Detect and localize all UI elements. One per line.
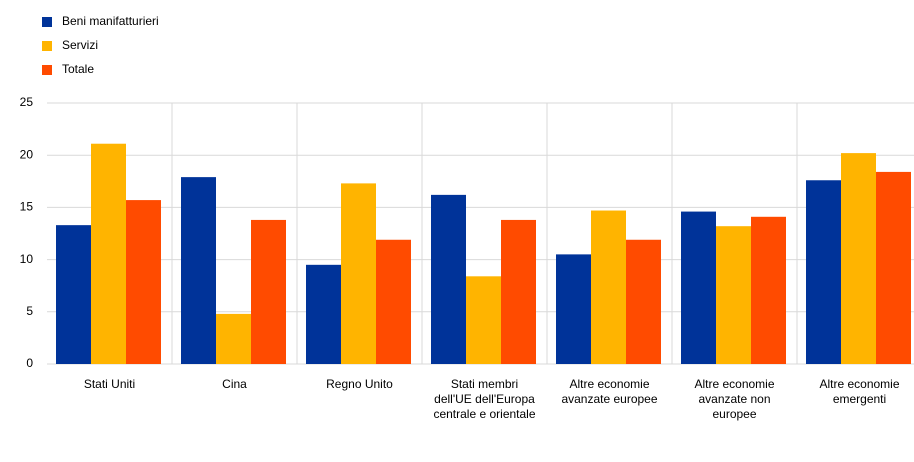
bar — [556, 254, 591, 364]
x-tick-label: Regno Unito — [326, 377, 393, 391]
x-tick-label: Stati Uniti — [83, 377, 136, 391]
y-tick-label: 25 — [20, 95, 34, 109]
bar — [626, 239, 661, 364]
x-tick-label: Altre economie avanzate non europee — [694, 377, 775, 421]
y-tick-label: 10 — [20, 252, 34, 266]
bar — [306, 264, 341, 364]
x-tick-label: Altre economie avanzate europee — [561, 377, 658, 406]
legend-swatch — [42, 65, 52, 75]
bar — [126, 200, 161, 364]
bar — [431, 194, 466, 364]
bar — [501, 219, 536, 364]
legend-swatch — [42, 17, 52, 27]
bar — [56, 225, 91, 364]
legend-swatch — [42, 41, 52, 51]
x-tick-label: Cina — [222, 377, 247, 391]
legend-label: Beni manifatturieri — [62, 14, 159, 28]
bar — [466, 276, 501, 364]
bar — [806, 180, 841, 364]
bar — [876, 171, 911, 364]
bar — [716, 226, 751, 364]
legend-label: Totale — [62, 62, 94, 76]
bar — [591, 210, 626, 364]
y-tick-label: 15 — [20, 200, 34, 214]
bar — [681, 211, 716, 364]
bar — [181, 177, 216, 364]
bar — [91, 143, 126, 364]
bar — [841, 153, 876, 364]
bar — [216, 313, 251, 364]
bar — [751, 216, 786, 364]
bar — [251, 219, 286, 364]
bar — [376, 239, 411, 364]
y-tick-label: 20 — [20, 147, 34, 161]
x-tick-label: Altre economie emergenti — [819, 377, 900, 406]
legend-label: Servizi — [62, 38, 98, 52]
bar — [341, 183, 376, 364]
y-tick-label: 5 — [26, 304, 33, 318]
y-tick-label: 0 — [26, 356, 33, 370]
x-tick-label: Stati membri dell'UE dell'Europa central… — [433, 377, 536, 421]
